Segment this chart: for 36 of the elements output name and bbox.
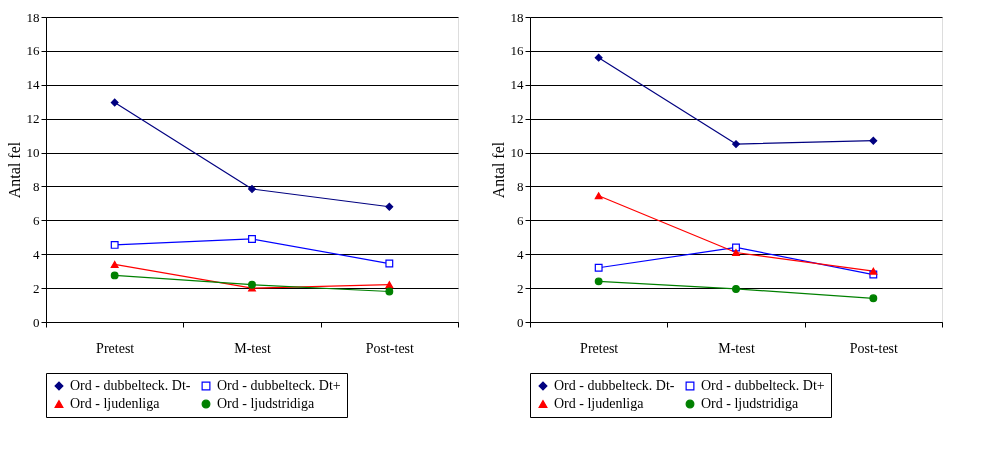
y-tick-label: 14 xyxy=(26,77,40,93)
y-tick-label: 12 xyxy=(510,111,524,127)
y-tick-label: 12 xyxy=(26,111,40,127)
y-axis-title: Antal fel xyxy=(489,141,507,199)
x-tick-label: Post-test xyxy=(365,340,415,356)
y-tick-label: 8 xyxy=(33,178,40,194)
y-tick-label: 0 xyxy=(517,314,524,330)
y-tick-label: 4 xyxy=(33,246,40,262)
y-tick-label: 2 xyxy=(33,280,40,296)
y-tick-label: 10 xyxy=(26,145,40,161)
x-tick-label: M-test xyxy=(718,340,755,356)
legend-label: Ord - dubbelteck. Dt- xyxy=(554,378,675,393)
y-tick-label: 4 xyxy=(517,246,524,262)
legend-label: Ord - dubbelteck. Dt- xyxy=(70,378,191,393)
y-tick-label: 16 xyxy=(26,43,40,59)
y-tick-label: 10 xyxy=(510,145,524,161)
legend-label: Ord - dubbelteck. Dt+ xyxy=(701,378,825,393)
y-axis-title: Antal fel xyxy=(5,141,23,199)
y-tick-label: 0 xyxy=(33,314,40,330)
y-tick-label: 8 xyxy=(517,178,524,194)
legend-label: Ord - dubbelteck. Dt+ xyxy=(217,378,341,393)
y-tick-label: 6 xyxy=(517,212,524,228)
y-tick-label: 18 xyxy=(510,9,524,25)
x-tick-label: M-test xyxy=(234,340,271,356)
x-tick-label: Pretest xyxy=(96,340,135,356)
x-tick-label: Pretest xyxy=(580,340,619,356)
legend-label: Ord - ljudstridiga xyxy=(701,396,799,411)
y-tick-label: 14 xyxy=(510,77,524,93)
y-tick-label: 2 xyxy=(517,280,524,296)
x-tick-label: Post-test xyxy=(849,340,899,356)
y-tick-label: 16 xyxy=(510,43,524,59)
legend-label: Ord - ljudenliga xyxy=(554,396,645,411)
legend-label: Ord - ljudstridiga xyxy=(217,396,315,411)
legend-label: Ord - ljudenliga xyxy=(70,396,161,411)
y-tick-label: 18 xyxy=(26,9,40,25)
y-tick-label: 6 xyxy=(33,212,40,228)
